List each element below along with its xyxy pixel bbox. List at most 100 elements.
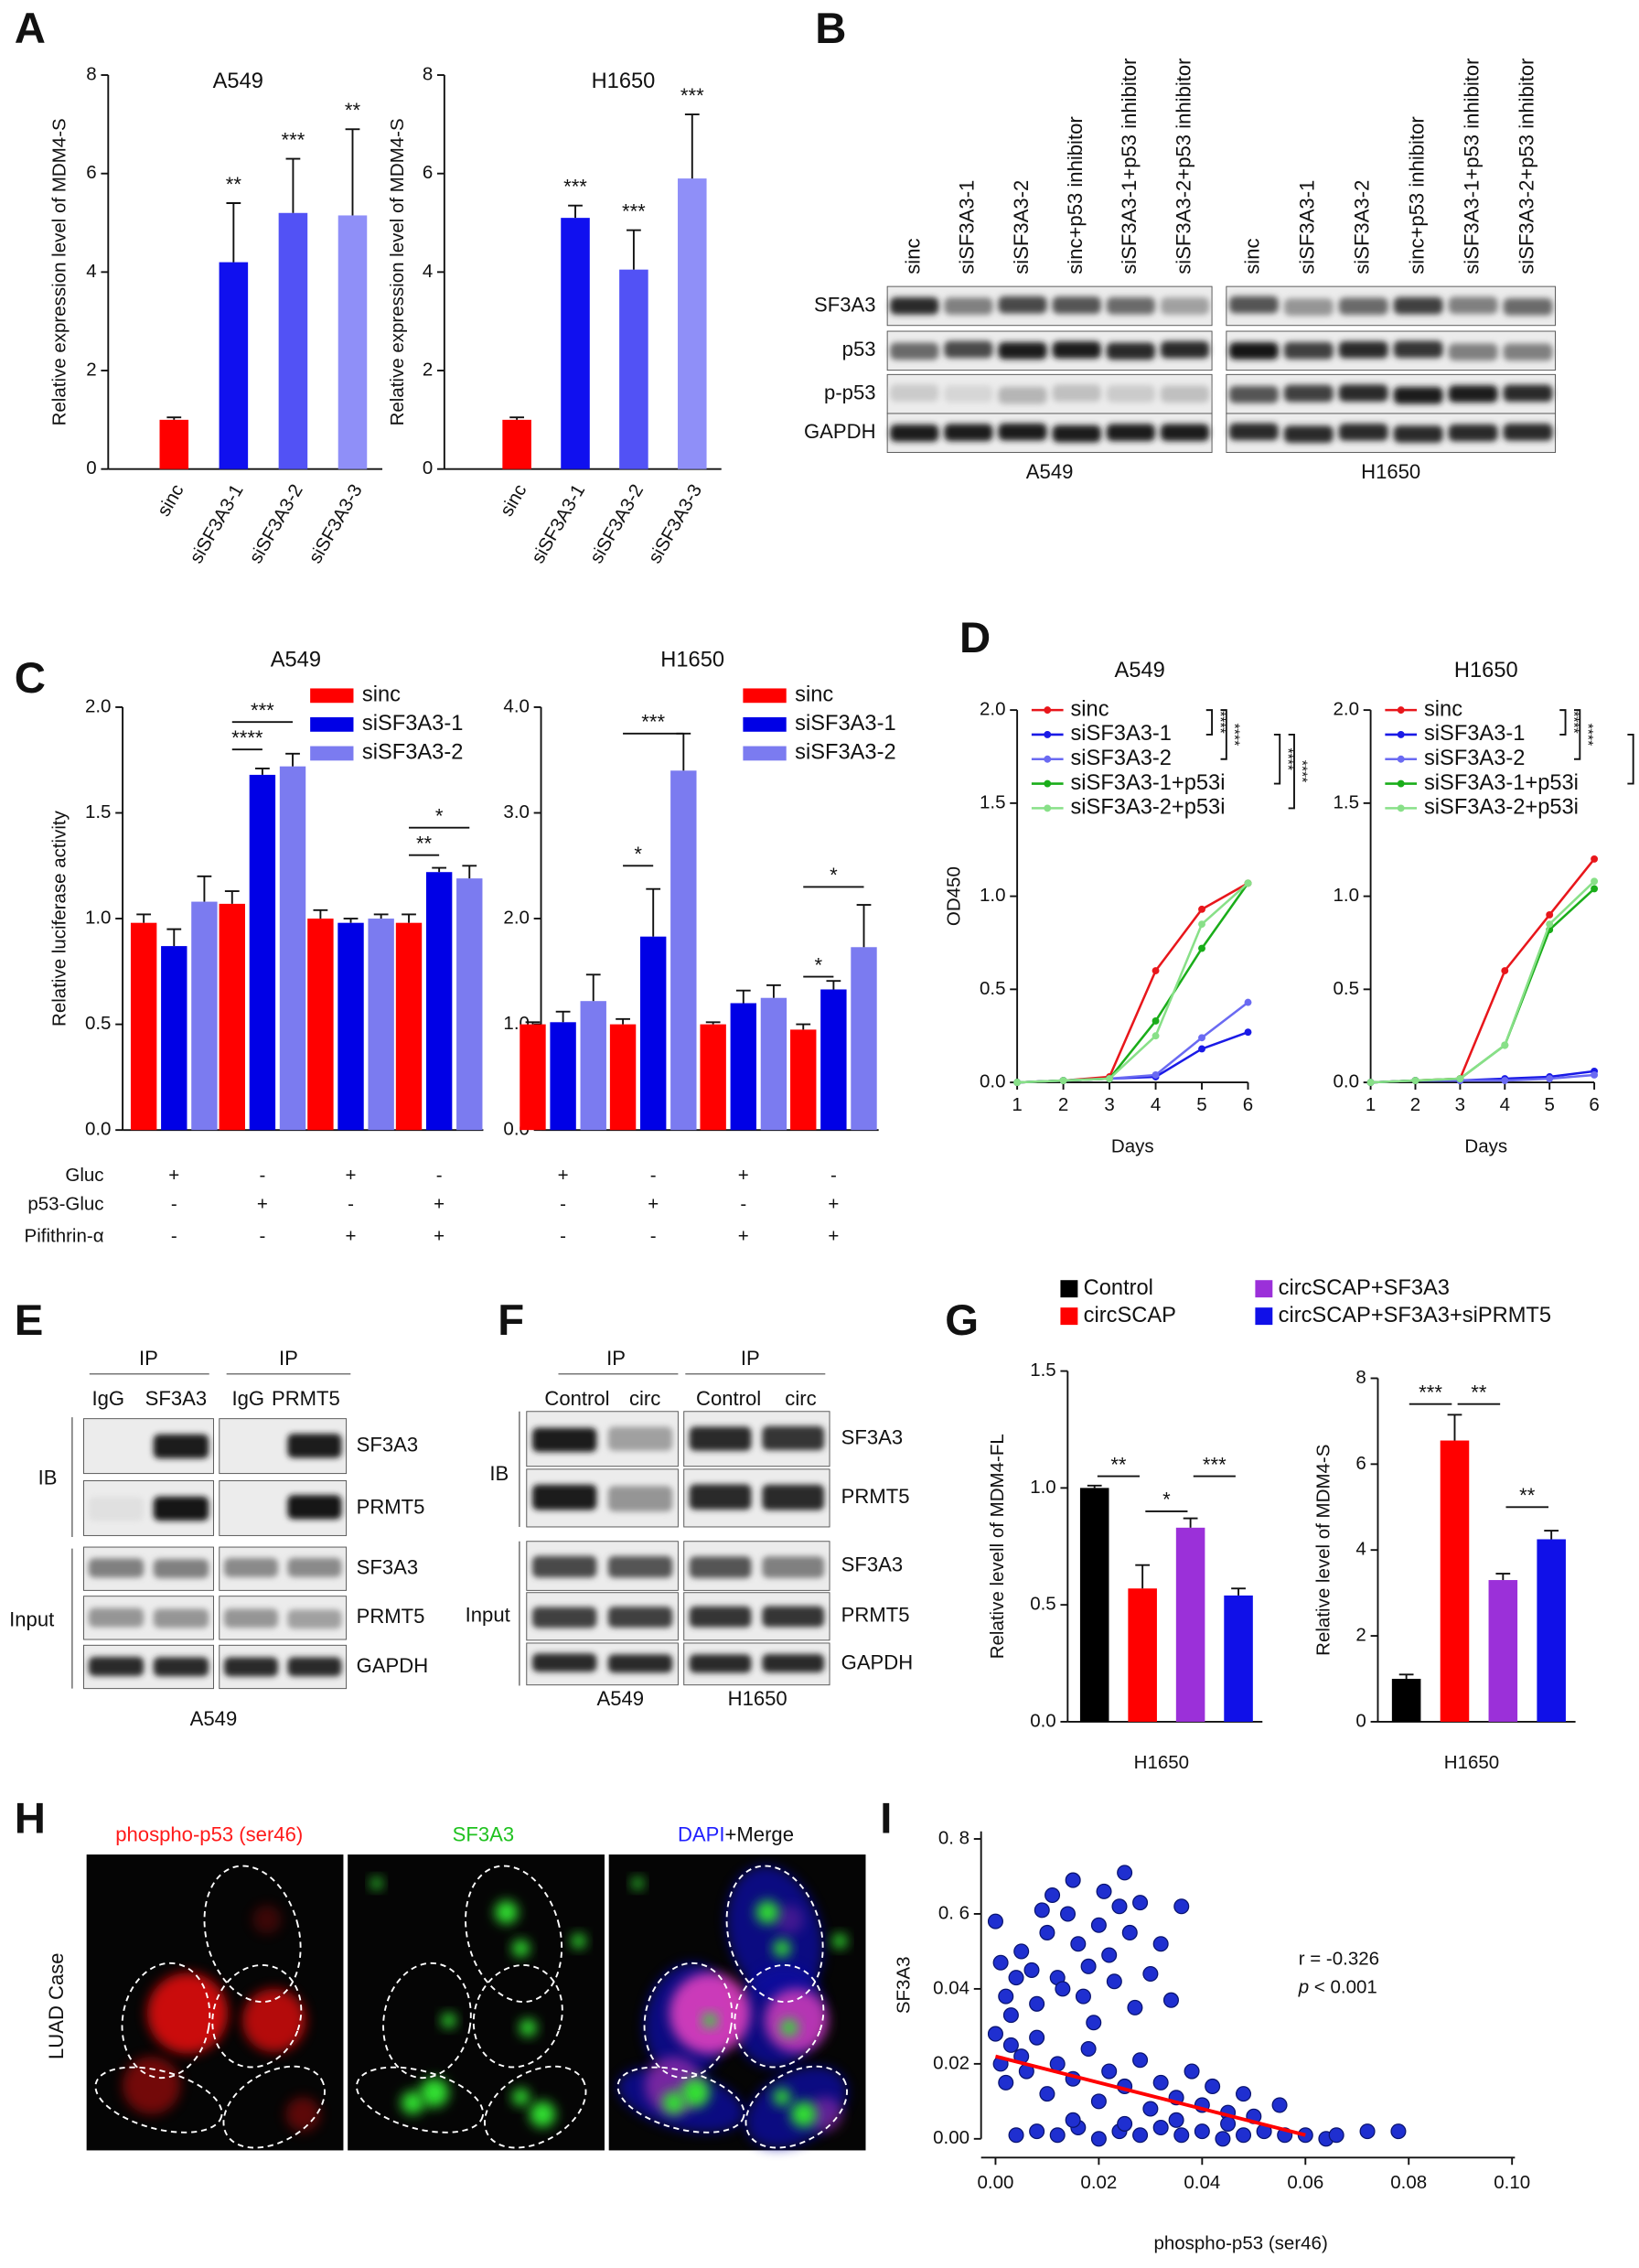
blot-row-label: p53 bbox=[842, 338, 876, 360]
bar bbox=[700, 1024, 726, 1131]
y-tick-label: 2 bbox=[423, 359, 433, 380]
blot-band bbox=[1283, 341, 1334, 360]
significance: **** bbox=[1212, 711, 1227, 734]
bar bbox=[580, 1001, 606, 1131]
point bbox=[1034, 1902, 1050, 1919]
bar bbox=[678, 178, 707, 469]
point bbox=[1090, 1917, 1107, 1933]
bar bbox=[619, 269, 648, 469]
y-axis-label: Relative expression level of MDM4-S bbox=[387, 118, 408, 425]
point bbox=[987, 2026, 1003, 2042]
marker bbox=[1152, 967, 1160, 974]
bar bbox=[550, 1022, 576, 1131]
bar bbox=[337, 215, 368, 469]
ip-label: IP bbox=[139, 1347, 158, 1370]
y-tick-label: 0.04 bbox=[933, 1977, 969, 1998]
blot-membrane bbox=[886, 330, 1213, 371]
legend-marker bbox=[1397, 804, 1405, 812]
legend-marker bbox=[1397, 706, 1405, 715]
point bbox=[1184, 2063, 1200, 2080]
bar bbox=[502, 419, 531, 469]
point bbox=[1271, 2097, 1288, 2113]
point bbox=[1002, 2037, 1019, 2053]
significance: ** bbox=[416, 833, 433, 855]
panel-letter: E bbox=[15, 1296, 44, 1345]
point bbox=[1142, 1965, 1159, 1983]
y-tick-label: 2.0 bbox=[1333, 699, 1358, 720]
y-tick-label: 2 bbox=[1355, 1624, 1366, 1645]
condition-sign: - bbox=[436, 1165, 443, 1186]
y-tick-label: 2.0 bbox=[980, 699, 1006, 720]
bar bbox=[395, 922, 423, 1131]
y-tick-label: 1.0 bbox=[85, 907, 112, 928]
red-signal bbox=[285, 2097, 321, 2132]
blot-row-label: SF3A3 bbox=[357, 1433, 419, 1456]
green-signal bbox=[832, 1933, 847, 1949]
blot-band bbox=[944, 297, 993, 315]
legend-swatch bbox=[743, 688, 787, 704]
green-signal bbox=[790, 2101, 817, 2128]
point bbox=[1002, 2007, 1019, 2024]
point bbox=[1059, 1906, 1077, 1922]
lane-label: siSF3A3-2+p53 inhibitor bbox=[1172, 58, 1194, 274]
legend-marker bbox=[1044, 804, 1052, 812]
blot-band bbox=[1052, 296, 1101, 314]
panel-letter: C bbox=[15, 654, 46, 703]
blot-band bbox=[890, 297, 939, 315]
blot-band bbox=[1052, 341, 1101, 359]
lane-label: siSF3A3-2+p53 inhibitor bbox=[1515, 58, 1537, 274]
point bbox=[1359, 2123, 1376, 2140]
ip-label: IP bbox=[741, 1347, 760, 1370]
blot-band bbox=[998, 341, 1047, 360]
cell-outline bbox=[203, 1865, 302, 2004]
merge-label: +Merge bbox=[725, 1822, 794, 1845]
y-tick-label: 1.0 bbox=[980, 885, 1006, 906]
blot-row-label: PRMT5 bbox=[841, 1485, 910, 1508]
red-signal bbox=[669, 1972, 751, 2054]
significance-bracket bbox=[1220, 709, 1227, 760]
red-signal bbox=[765, 1988, 829, 2053]
point bbox=[1121, 1924, 1138, 1940]
marker bbox=[1244, 998, 1252, 1006]
condition-sign: + bbox=[346, 1225, 357, 1246]
point bbox=[1090, 2093, 1107, 2110]
cell-outline bbox=[745, 2065, 848, 2149]
marker bbox=[1152, 1071, 1160, 1079]
legend-marker bbox=[1044, 755, 1052, 763]
x-tick-label: sinc bbox=[496, 480, 530, 520]
blot-band bbox=[1393, 296, 1443, 315]
green-signal bbox=[702, 2013, 717, 2028]
blot-band bbox=[153, 1657, 209, 1677]
y-tick-label: 0 bbox=[1355, 1710, 1366, 1731]
x-axis-label: Days bbox=[1464, 1136, 1507, 1157]
point bbox=[1220, 2115, 1237, 2132]
blot-band bbox=[1052, 425, 1101, 443]
marker bbox=[1244, 879, 1252, 887]
p-text: < 0.001 bbox=[1309, 1977, 1377, 1998]
red-signal bbox=[252, 1905, 282, 1934]
blot-band bbox=[1228, 342, 1279, 360]
point bbox=[1106, 1973, 1122, 1990]
blot-band bbox=[531, 1555, 597, 1578]
green-signal bbox=[755, 1900, 779, 1924]
blot-band bbox=[762, 1606, 825, 1628]
y-tick-label: 0.00 bbox=[933, 2127, 969, 2148]
y-tick-label: 6 bbox=[423, 162, 433, 183]
point bbox=[1117, 2115, 1133, 2132]
chart-title: H1650 bbox=[660, 649, 724, 672]
point bbox=[1194, 2123, 1210, 2140]
x-tick-label: 4 bbox=[1151, 1094, 1161, 1115]
legend-swatch bbox=[310, 717, 354, 732]
significance: *** bbox=[282, 128, 305, 151]
point bbox=[1075, 1988, 1091, 2005]
bar bbox=[219, 262, 249, 469]
group-label: IB bbox=[489, 1462, 509, 1485]
y-tick-label: 0.0 bbox=[1030, 1710, 1056, 1731]
x-tick-label: 1 bbox=[1366, 1094, 1376, 1115]
point bbox=[1029, 2029, 1045, 2046]
x-tick-label: 6 bbox=[1589, 1094, 1599, 1115]
condition-sign: + bbox=[828, 1225, 839, 1246]
significance-bracket bbox=[1559, 709, 1567, 736]
blot-row-label: SF3A3 bbox=[841, 1426, 903, 1449]
blot-band bbox=[1448, 296, 1498, 315]
